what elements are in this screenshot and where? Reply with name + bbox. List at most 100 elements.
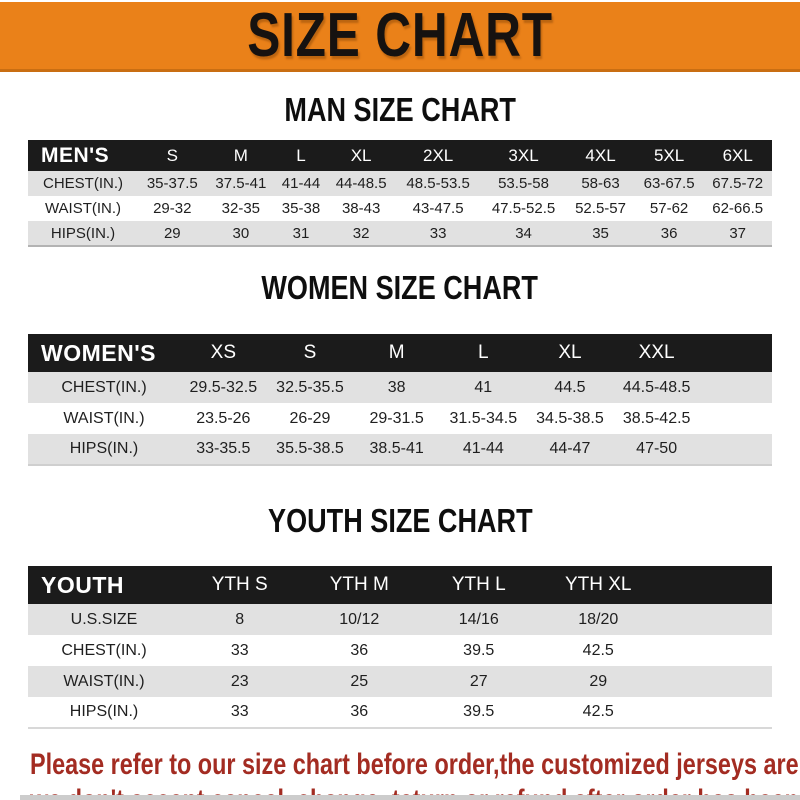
table-title-cell: MEN'S xyxy=(41,143,110,167)
measurement-value-cell: 34.5-38.5 xyxy=(536,409,604,427)
measurement-value-cell: 39.5 xyxy=(463,641,495,659)
measurement-label-cell: CHEST(IN.) xyxy=(61,378,147,396)
size-column-header: XL xyxy=(350,145,372,165)
measurement-row: CHEST(IN.) 35-37.5 37.5-41 41-44 44-48.5 48.5… xyxy=(28,171,772,196)
size-column-header: 3XL xyxy=(508,145,539,165)
measurement-value-cell: 29 xyxy=(163,224,181,242)
measurement-label-cell: WAIST(IN.) xyxy=(63,409,145,427)
measurement-value-cell: 33-35.5 xyxy=(196,440,251,457)
spacer-cell xyxy=(658,604,772,635)
measurement-value-cell: 52.5-57 xyxy=(575,200,626,217)
size-column-header: L xyxy=(478,342,489,363)
measurement-value-cell: 8 xyxy=(235,610,245,628)
measurement-value-cell: 35 xyxy=(592,224,609,242)
youth-size-chart-heading: YOUTH SIZE CHART xyxy=(267,502,533,539)
measurement-value-cell: 29-32 xyxy=(153,200,192,217)
measurement-value-cell: 33 xyxy=(429,224,447,242)
measurement-value-cell: 58-63 xyxy=(581,175,620,192)
size-column-header: M xyxy=(388,342,405,363)
measurement-value-cell: 34 xyxy=(515,224,532,242)
size-column-header: S xyxy=(166,145,178,165)
measurement-value-cell: 35-38 xyxy=(281,200,321,217)
size-column-header: XXL xyxy=(638,342,675,363)
size-column-header: XS xyxy=(210,342,236,363)
order-disclaimer: Please refer to our size chart before or… xyxy=(30,749,800,800)
spacer-cell xyxy=(700,403,772,434)
measurement-value-cell: 42.5 xyxy=(582,703,614,720)
spacer-cell xyxy=(700,372,772,403)
measurement-value-cell: 32.5-35.5 xyxy=(276,378,344,396)
measurement-value-cell: 31 xyxy=(292,224,310,242)
measurement-value-cell: 44.5-48.5 xyxy=(622,378,691,396)
measurement-value-cell: 37 xyxy=(729,224,747,242)
measurement-row: HIPS(IN.) 29 30 31 32 33 34 35 36 37 xyxy=(28,221,772,246)
size-column-header: YTH S xyxy=(211,574,268,595)
size-header-row: WOMEN'S XS S M L XL XXL xyxy=(28,334,772,372)
measurement-value-cell: 63-67.5 xyxy=(643,175,695,192)
youth-size-table: YOUTH YTH S YTH M YTH L YTH XL U.S.SIZE 8 10/12… xyxy=(28,566,772,729)
size-column-header: M xyxy=(233,145,248,165)
measurement-value-cell: 14/16 xyxy=(458,610,499,628)
measurement-value-cell: 38 xyxy=(387,378,406,396)
size-column-header: 5XL xyxy=(653,145,685,165)
measurement-row: CHEST(IN.) 33 36 39.5 42.5 xyxy=(28,635,772,666)
measurement-value-cell: 44.5 xyxy=(554,378,586,396)
measurement-value-cell: 23 xyxy=(230,672,249,690)
measurement-value-cell: 47.5-52.5 xyxy=(491,200,556,217)
size-column-header: YTH L xyxy=(451,574,506,595)
measurement-label-cell: WAIST(IN.) xyxy=(44,200,122,217)
measurement-value-cell: 47-50 xyxy=(636,440,678,457)
measurement-row: CHEST(IN.) 29.5-32.5 32.5-35.5 38 41 44.5 44.5… xyxy=(28,372,772,403)
measurement-value-cell: 42.5 xyxy=(582,641,614,659)
size-column-header: L xyxy=(296,145,306,165)
measurement-value-cell: 62-66.5 xyxy=(712,200,764,217)
measurement-value-cell: 10/12 xyxy=(339,610,380,628)
measurement-value-cell: 36 xyxy=(660,224,678,242)
measurement-value-cell: 33 xyxy=(230,703,249,720)
size-column-header: YTH M xyxy=(329,574,389,595)
measurement-value-cell: 67.5-72 xyxy=(712,175,764,192)
mens-size-table: MEN'S S M L XL 2XL 3XL 4XL 5XL 6XL CHEST(IN.) 35-37… xyxy=(28,140,772,247)
measurement-value-cell: 18/20 xyxy=(578,610,619,628)
bottom-edge-strip xyxy=(20,795,800,800)
spacer-cell xyxy=(700,434,772,465)
spacer-cell xyxy=(658,697,772,728)
disclaimer-line-1: Please refer to our size chart before or… xyxy=(30,748,800,781)
spacer-cell xyxy=(700,334,772,372)
measurement-value-cell: 43-47.5 xyxy=(412,200,464,217)
measurement-value-cell: 44-48.5 xyxy=(335,175,387,192)
size-column-header: 6XL xyxy=(722,145,753,165)
women-size-chart-heading: WOMEN SIZE CHART xyxy=(261,269,539,306)
measurement-value-cell: 23.5-26 xyxy=(196,409,251,427)
measurement-row: HIPS(IN.) 33-35.5 35.5-38.5 38.5-41 41-44 44-… xyxy=(28,434,772,465)
measurement-row: WAIST(IN.) 23 25 27 29 xyxy=(28,666,772,697)
measurement-value-cell: 39.5 xyxy=(463,703,495,720)
measurement-value-cell: 37.5-41 xyxy=(215,175,267,192)
size-column-header: 2XL xyxy=(422,145,454,165)
measurement-label-cell: WAIST(IN.) xyxy=(63,672,145,690)
size-column-header: XL xyxy=(558,342,582,363)
size-column-header: S xyxy=(303,342,317,363)
measurement-value-cell: 41-44 xyxy=(281,175,321,192)
measurement-value-cell: 32 xyxy=(352,224,370,242)
measurement-row: WAIST(IN.) 23.5-26 26-29 29-31.5 31.5-34.5 34… xyxy=(28,403,772,434)
measurement-label-cell: U.S.SIZE xyxy=(70,610,138,628)
man-size-chart-heading: MAN SIZE CHART xyxy=(284,91,516,128)
measurement-value-cell: 32-35 xyxy=(221,200,261,217)
size-header-row: MEN'S S M L XL 2XL 3XL 4XL 5XL 6XL xyxy=(28,140,772,171)
measurement-value-cell: 29-31.5 xyxy=(369,409,424,427)
measurement-value-cell: 33 xyxy=(230,641,249,659)
measurement-value-cell: 29 xyxy=(589,672,608,690)
size-chart-banner: SIZE CHART xyxy=(0,1,800,72)
measurement-label-cell: CHEST(IN.) xyxy=(61,641,147,659)
measurement-value-cell: 41 xyxy=(474,378,493,396)
measurement-value-cell: 48.5-53.5 xyxy=(406,175,470,192)
size-column-header: YTH XL xyxy=(564,574,632,595)
measurement-value-cell: 26-29 xyxy=(289,409,331,427)
measurement-label-cell: CHEST(IN.) xyxy=(43,175,123,192)
measurement-label-cell: HIPS(IN.) xyxy=(50,224,116,242)
measurement-row: U.S.SIZE 8 10/12 14/16 18/20 xyxy=(28,604,772,635)
measurement-value-cell: 31.5-34.5 xyxy=(449,409,518,427)
size-header-row: YOUTH YTH S YTH M YTH L YTH XL xyxy=(28,566,772,604)
